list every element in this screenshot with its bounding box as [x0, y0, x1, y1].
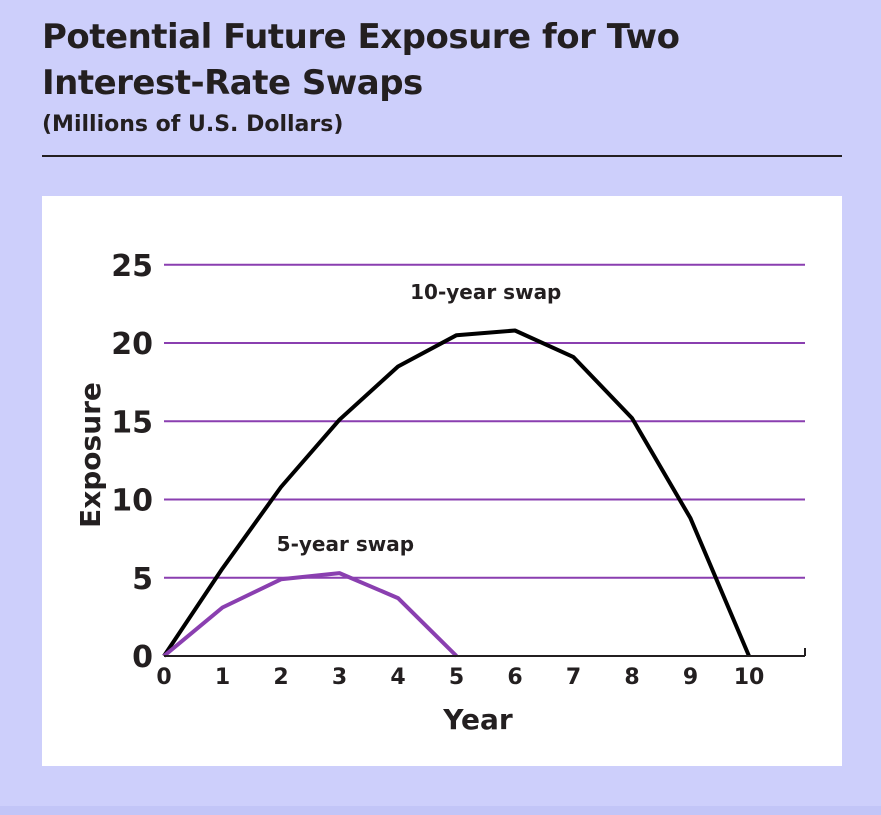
tick-labels: 0 5 10 15 20 25 0 1 2 3 4 5 6 7 8 9 10 10-year swap 5-year…: [111, 249, 764, 690]
bottom-strip: [0, 806, 881, 815]
series-lines: [162, 328, 751, 658]
x-tick-label-4: 4: [390, 665, 405, 690]
annotation-5-year-swap: 5-year swap: [277, 532, 414, 556]
x-tick-label-8: 8: [624, 665, 639, 690]
y-axis-label: Exposure: [74, 382, 107, 528]
x-tick-label-6: 6: [507, 665, 522, 690]
y-tick-label-10: 10: [111, 484, 153, 519]
y-tick-label-0: 0: [132, 640, 153, 675]
axes: [164, 648, 806, 657]
x-axis-label: Year: [442, 703, 513, 736]
x-tick-label-1: 1: [215, 665, 230, 690]
series-line-5-year-swap: [162, 571, 458, 658]
x-tick-label-5: 5: [449, 665, 464, 690]
x-tick-label-9: 9: [683, 665, 698, 690]
y-tick-label-20: 20: [111, 327, 153, 362]
plot-panel: [42, 196, 842, 766]
y-tick-label-25: 25: [111, 249, 153, 284]
x-tick-label-10: 10: [734, 665, 765, 690]
y-tick-label-15: 15: [111, 405, 153, 440]
gridlines: [164, 263, 805, 579]
chart-title: Potential Future Exposure for Two Intere…: [42, 17, 680, 103]
series-line-10-year-swap: [162, 328, 751, 658]
y-tick-label-5: 5: [132, 562, 153, 597]
x-tick-label-0: 0: [156, 665, 171, 690]
x-tick-label-3: 3: [332, 665, 347, 690]
title-divider: [42, 155, 842, 157]
x-tick-label-2: 2: [273, 665, 288, 690]
chart-subtitle: (Millions of U.S. Dollars): [42, 112, 344, 137]
x-tick-label-7: 7: [566, 665, 581, 690]
annotation-10-year-swap: 10-year swap: [410, 280, 561, 304]
